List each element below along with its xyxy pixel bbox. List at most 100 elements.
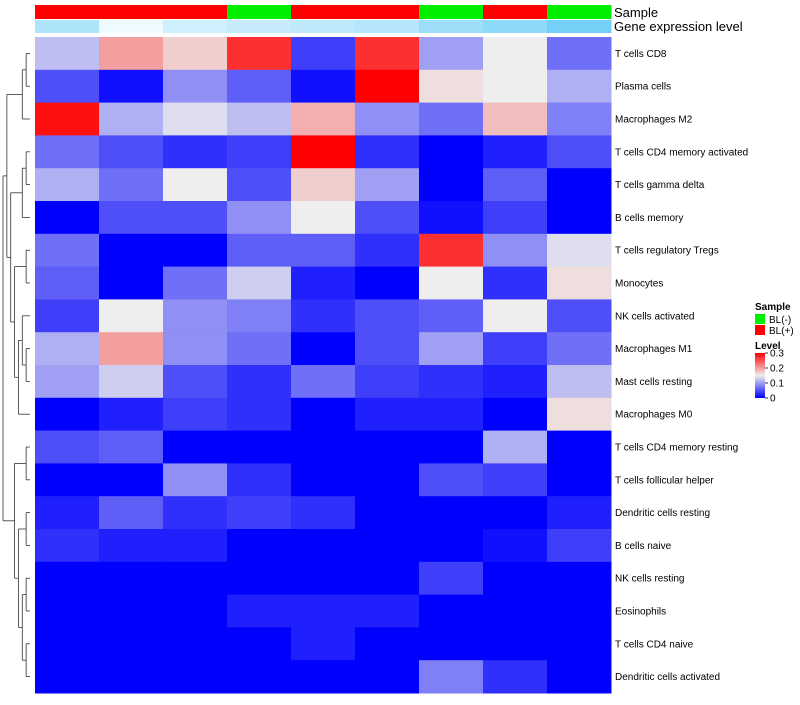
heatmap-cell xyxy=(419,266,484,300)
heatmap-cell xyxy=(355,529,420,563)
heatmap-cell xyxy=(35,201,100,235)
heatmap-cell xyxy=(419,496,484,530)
legend-swatch-bl-plus xyxy=(755,325,765,335)
heatmap-cell xyxy=(547,365,612,399)
row-label: Eosinophils xyxy=(615,607,666,618)
heatmap-cell xyxy=(99,529,164,563)
heatmap-cell xyxy=(483,496,548,530)
expression-annotation-cell xyxy=(163,20,228,33)
legend-level-tick-label: 0 xyxy=(770,394,776,405)
heatmap-cell xyxy=(227,37,292,71)
row-label: T cells follicular helper xyxy=(615,475,714,486)
heatmap-cell xyxy=(419,168,484,202)
heatmap-cell xyxy=(483,233,548,268)
heatmap-cell xyxy=(483,266,548,300)
heatmap-cell xyxy=(291,266,356,300)
heatmap-cell xyxy=(419,135,484,169)
heatmap-cell xyxy=(227,102,292,136)
heatmap-cell xyxy=(419,69,484,104)
heatmap-cell xyxy=(291,397,356,432)
heatmap-cell xyxy=(483,37,548,71)
heatmap-cell xyxy=(163,627,228,661)
heatmap-cell xyxy=(227,397,292,432)
row-label: T cells CD4 memory resting xyxy=(615,443,738,454)
legend-sample-title: Sample xyxy=(755,302,791,313)
legend-label-bl-plus: BL(+) xyxy=(769,326,794,337)
row-label: Dendritic cells resting xyxy=(615,508,710,519)
heatmap-cell xyxy=(547,529,612,563)
heatmap-cell xyxy=(355,266,420,300)
heatmap-cell xyxy=(547,299,612,333)
heatmap-cell xyxy=(547,201,612,235)
heatmap-cell xyxy=(35,69,100,104)
heatmap-cell xyxy=(355,233,420,268)
heatmap-cell xyxy=(291,69,356,104)
heatmap-cell xyxy=(35,102,100,136)
legend-level-colorbar xyxy=(755,353,765,398)
row-label: Macrophages M0 xyxy=(615,410,693,421)
heatmap-cell xyxy=(227,430,292,464)
row-label: Macrophages M2 xyxy=(615,115,693,126)
heatmap-cell xyxy=(99,430,164,464)
heatmap-cell xyxy=(163,397,228,432)
heatmap-cell xyxy=(35,168,100,202)
heatmap-cell xyxy=(355,365,420,399)
heatmap-cell xyxy=(291,660,356,694)
heatmap-cell xyxy=(483,365,548,399)
expression-annotation-cell xyxy=(291,20,356,33)
heatmap-cell xyxy=(419,299,484,333)
sample-annotation-cell xyxy=(99,5,164,19)
heatmap-cell xyxy=(291,594,356,628)
sample-annotation-cell xyxy=(35,5,100,19)
heatmap-cell xyxy=(227,463,292,497)
sample-annotation-cell xyxy=(355,5,420,19)
heatmap-cell xyxy=(99,201,164,235)
heatmap-cell xyxy=(419,594,484,628)
heatmap-cell xyxy=(547,660,612,694)
heatmap-cell xyxy=(547,135,612,169)
heatmap-cell xyxy=(419,561,484,596)
legend-level-tick-label: 0.3 xyxy=(770,349,784,360)
heatmap-cell xyxy=(99,660,164,694)
heatmap-cell xyxy=(419,332,484,366)
expression-annotation-cell xyxy=(547,20,612,33)
heatmap-cell xyxy=(163,299,228,333)
heatmap-cell xyxy=(99,299,164,333)
heatmap-cell xyxy=(227,594,292,628)
heatmap-cell xyxy=(355,561,420,596)
heatmap-cell xyxy=(35,496,100,530)
heatmap-cell xyxy=(483,332,548,366)
row-label: T cells CD8 xyxy=(615,49,667,60)
expression-annotation-cell xyxy=(99,20,164,33)
row-label: NK cells activated xyxy=(615,311,694,322)
heatmap-cell xyxy=(291,135,356,169)
row-label: B cells naive xyxy=(615,541,672,552)
heatmap-cell xyxy=(291,201,356,235)
heatmap-cell xyxy=(547,233,612,268)
heatmap-cell xyxy=(355,332,420,366)
heatmap-cell xyxy=(163,102,228,136)
heatmap-cell xyxy=(163,266,228,300)
heatmap-cell xyxy=(355,594,420,628)
annotation-tracks xyxy=(35,5,612,33)
heatmap-cell xyxy=(547,69,612,104)
heatmap-cell xyxy=(483,561,548,596)
expression-annotation-cell xyxy=(35,20,100,33)
heatmap-cell xyxy=(35,233,100,268)
heatmap-cell xyxy=(483,660,548,694)
heatmap-cell xyxy=(547,627,612,661)
row-label: Mast cells resting xyxy=(615,377,692,388)
heatmap-cell xyxy=(355,201,420,235)
heatmap-cell xyxy=(483,69,548,104)
heatmap-cell xyxy=(35,594,100,628)
heatmap-cell xyxy=(99,463,164,497)
heatmap-cell xyxy=(483,627,548,661)
heatmap-cell xyxy=(163,365,228,399)
heatmap-cell xyxy=(99,627,164,661)
heatmap-cell xyxy=(163,594,228,628)
heatmap-cell xyxy=(483,201,548,235)
expression-annotation-cell xyxy=(227,20,292,33)
heatmap-cell xyxy=(99,135,164,169)
heatmap-cell xyxy=(547,430,612,464)
